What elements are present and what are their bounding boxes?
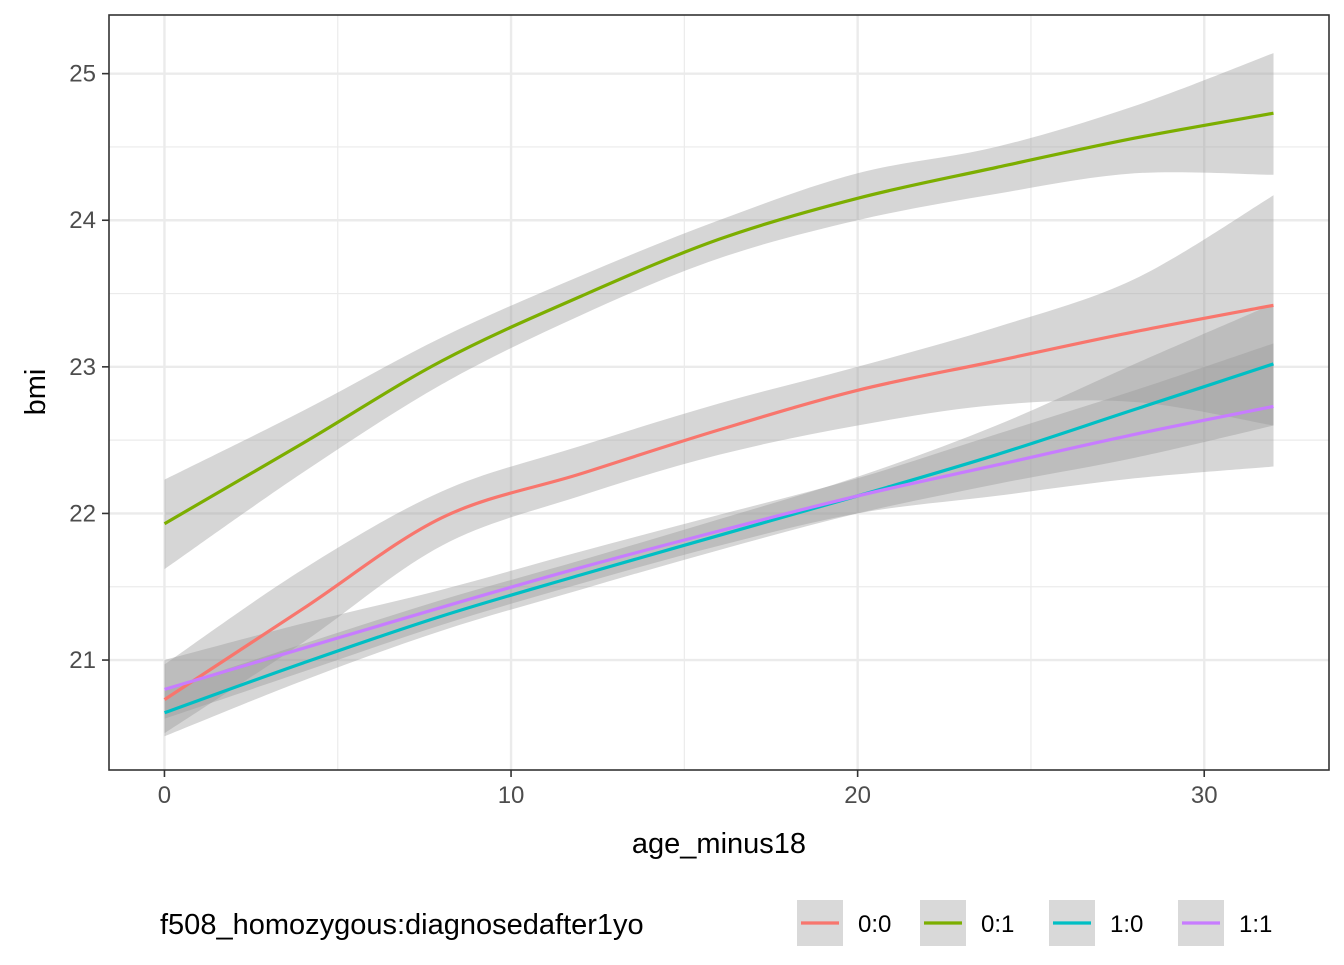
series-line-0-1 <box>163 111 1274 526</box>
y-tick-label: 24 <box>69 207 96 234</box>
legend-label-1-1: 1:1 <box>1239 911 1272 938</box>
legend-item-1-0: 1:0 <box>1049 900 1143 946</box>
series-line-0-0 <box>163 303 1274 701</box>
legend-label-0-1: 0:1 <box>981 911 1014 938</box>
panel-border <box>108 14 1330 771</box>
series-line-1-1 <box>164 404 1274 691</box>
confidence-band-0-1 <box>164 53 1274 570</box>
axes: 0 10 20 30 21 22 23 24 25 <box>69 61 1217 809</box>
x-tick-label: 20 <box>844 782 871 809</box>
legend-item-0-1: 0:1 <box>920 900 1014 946</box>
y-axis-title: bmi <box>20 369 52 416</box>
x-axis-title: age_minus18 <box>632 828 806 860</box>
series-line-1-0 <box>163 362 1275 715</box>
x-tick-label: 30 <box>1191 782 1218 809</box>
y-tick-label: 23 <box>69 354 96 381</box>
y-tick-label: 25 <box>69 61 96 88</box>
legend-label-0-0: 0:0 <box>858 911 891 938</box>
confidence-bands <box>164 53 1274 737</box>
x-tick-label: 0 <box>158 782 171 809</box>
legend-title: f508_homozygous:diagnosedafter1yo <box>160 909 644 941</box>
y-tick-label: 21 <box>69 647 96 674</box>
legend-items: 0:0 0:1 1:0 1:1 <box>797 900 1272 946</box>
confidence-band-0-0 <box>164 195 1274 734</box>
legend: f508_homozygous:diagnosedafter1yo 0:0 0:1… <box>160 900 1272 946</box>
y-tick-label: 22 <box>69 500 96 527</box>
legend-label-1-0: 1:0 <box>1110 911 1143 938</box>
legend-item-1-1: 1:1 <box>1178 900 1272 946</box>
series-lines <box>163 111 1275 715</box>
x-tick-label: 10 <box>498 782 525 809</box>
legend-item-0-0: 0:0 <box>797 900 891 946</box>
confidence-band-1-0 <box>164 303 1274 737</box>
